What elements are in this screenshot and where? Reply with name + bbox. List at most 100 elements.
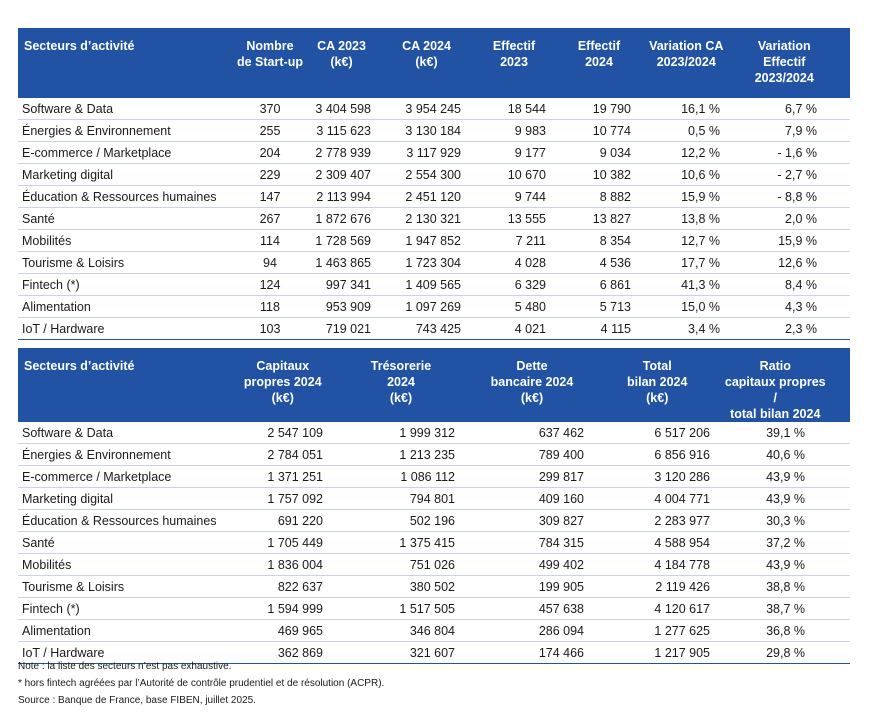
cell-value: 10 774 [560, 119, 645, 142]
cell-value: 13 827 [560, 207, 645, 230]
cell-value: 12,2 % [645, 141, 735, 164]
cell-value: 299 817 [473, 465, 598, 488]
cell-value: - 1,6 % [735, 141, 850, 164]
table-row: Alimentation 469 965 346 804 286 094 1 277 6… [18, 619, 850, 642]
cell-value: 1 705 449 [235, 531, 338, 554]
cell-value: 4,3 % [735, 295, 850, 318]
table-row: IoT / Hardware 103 719 021 743 425 4 021 4 11… [18, 317, 850, 340]
cell-value: 38,7 % [723, 597, 850, 620]
cell-value: 637 462 [473, 422, 598, 444]
cell-value: 7,9 % [735, 119, 850, 142]
cell-value: 1 517 505 [338, 597, 473, 620]
cell-value: 37,2 % [723, 531, 850, 554]
cell-value: 794 801 [338, 487, 473, 510]
table-row: Marketing digital 1 757 092 794 801 409 160… [18, 487, 850, 510]
cell-value: 6,7 % [735, 98, 850, 120]
cell-value: 10 670 [475, 163, 560, 186]
cell-value: 1 728 569 [305, 229, 385, 252]
cell-value: 4 028 [475, 251, 560, 274]
cell-value: 16,1 % [645, 98, 735, 120]
cell-value: 1 213 235 [338, 443, 473, 466]
column-header: CA 2023 (k€) [305, 28, 385, 98]
table-row: Santé 1 705 449 1 375 415 784 315 4 588 954 3… [18, 531, 850, 554]
table-row: Santé 267 1 872 676 2 130 321 13 555 13 827 13… [18, 207, 850, 230]
cell-sector: Software & Data [18, 98, 235, 120]
column-header: Nombre de Start-up [235, 28, 305, 98]
cell-value: 1 409 565 [385, 273, 475, 296]
cell-value: 94 [235, 251, 305, 274]
table-row: E-commerce / Marketplace 1 371 251 1 086 1… [18, 465, 850, 488]
cell-sector: Énergies & Environnement [18, 119, 235, 142]
cell-value: 784 315 [473, 531, 598, 554]
cell-sector: Tourisme & Loisirs [18, 575, 235, 598]
table-row: Software & Data 370 3 404 598 3 954 245 18 5… [18, 98, 850, 120]
table-row: Fintech (*) 124 997 341 1 409 565 6 329 6 861… [18, 273, 850, 296]
cell-value: 43,9 % [723, 465, 850, 488]
cell-value: 39,1 % [723, 422, 850, 444]
cell-value: 1 375 415 [338, 531, 473, 554]
cell-sector: E-commerce / Marketplace [18, 141, 235, 164]
table-row: Énergies & Environnement 2 784 051 1 213 2… [18, 443, 850, 466]
cell-value: 4 120 617 [598, 597, 723, 620]
cell-value: 43,9 % [723, 487, 850, 510]
cell-value: 6 861 [560, 273, 645, 296]
cell-sector: Tourisme & Loisirs [18, 251, 235, 274]
cell-value: 469 965 [235, 619, 338, 642]
table-header: Secteurs d’activité Nombre de Start-up CA … [18, 28, 850, 98]
cell-value: 1 999 312 [338, 422, 473, 444]
table-row: IoT / Hardware 362 869 321 607 174 466 1 217… [18, 641, 850, 664]
cell-value: 229 [235, 163, 305, 186]
table-row: Mobilités 114 1 728 569 1 947 852 7 211 8 354… [18, 229, 850, 252]
cell-value: 267 [235, 207, 305, 230]
table-activity: Secteurs d’activité Nombre de Start-up CA … [18, 28, 850, 340]
cell-value: 2 784 051 [235, 443, 338, 466]
cell-value: 286 094 [473, 619, 598, 642]
cell-value: 114 [235, 229, 305, 252]
cell-value: 8 882 [560, 185, 645, 208]
cell-value: 1 757 092 [235, 487, 338, 510]
cell-sector: Alimentation [18, 619, 235, 642]
cell-value: 822 637 [235, 575, 338, 598]
cell-sector: Mobilités [18, 229, 235, 252]
cell-value: 36,8 % [723, 619, 850, 642]
table-row: Alimentation 118 953 909 1 097 269 5 480 5 71… [18, 295, 850, 318]
cell-value: 17,7 % [645, 251, 735, 274]
column-header: Effectif 2024 [560, 28, 645, 98]
cell-value: 2,3 % [735, 317, 850, 340]
cell-value: 1 277 625 [598, 619, 723, 642]
cell-sector: Santé [18, 531, 235, 554]
cell-value: 0,5 % [645, 119, 735, 142]
column-header: Total bilan 2024 (k€) [598, 348, 723, 422]
cell-value: 18 544 [475, 98, 560, 120]
cell-value: 6 856 916 [598, 443, 723, 466]
note-line: Source : Banque de France, base FIBEN, j… [18, 695, 256, 706]
cell-sector: Marketing digital [18, 487, 235, 510]
cell-value: 4 004 771 [598, 487, 723, 510]
cell-value: 19 790 [560, 98, 645, 120]
cell-value: 41,3 % [645, 273, 735, 296]
note-line: * hors fintech agréées par l’Autorité de… [18, 678, 385, 689]
cell-sector: Mobilités [18, 553, 235, 576]
cell-value: 1 371 251 [235, 465, 338, 488]
table-row: Software & Data 2 547 109 1 999 312 637 462… [18, 422, 850, 444]
column-header: Variation CA 2023/2024 [645, 28, 735, 98]
cell-sector: IoT / Hardware [18, 317, 235, 340]
cell-value: 124 [235, 273, 305, 296]
cell-value: 174 466 [473, 641, 598, 664]
cell-value: 29,8 % [723, 641, 850, 664]
cell-value: 1 723 304 [385, 251, 475, 274]
cell-value: 3 954 245 [385, 98, 475, 120]
cell-value: 6 329 [475, 273, 560, 296]
column-header: CA 2024 (k€) [385, 28, 475, 98]
cell-value: 204 [235, 141, 305, 164]
cell-value: 3 404 598 [305, 98, 385, 120]
cell-value: 13,8 % [645, 207, 735, 230]
cell-value: 3 120 286 [598, 465, 723, 488]
cell-value: 12,6 % [735, 251, 850, 274]
cell-value: 1 836 004 [235, 553, 338, 576]
cell-value: 4 115 [560, 317, 645, 340]
cell-value: 5 480 [475, 295, 560, 318]
cell-value: 362 869 [235, 641, 338, 664]
cell-value: 2 130 321 [385, 207, 475, 230]
cell-value: - 2,7 % [735, 163, 850, 186]
